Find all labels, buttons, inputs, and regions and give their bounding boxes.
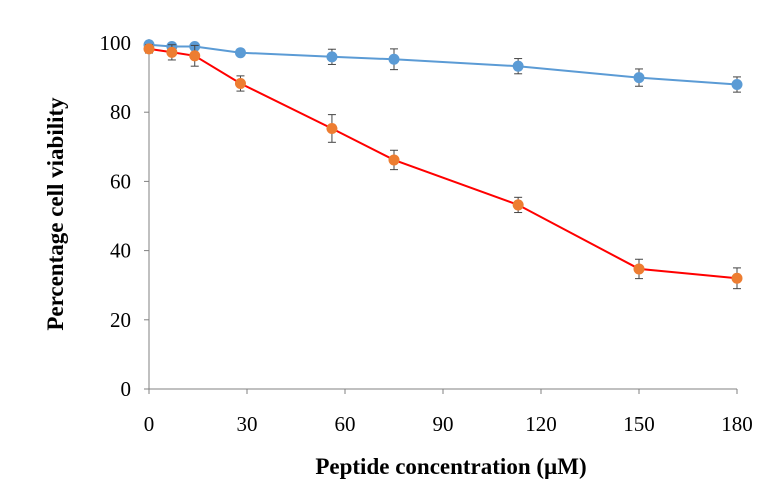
data-point (326, 51, 338, 63)
y-tick-label: 60 (110, 169, 131, 193)
data-point (731, 79, 743, 91)
data-point (633, 263, 645, 275)
data-point (234, 77, 246, 89)
y-tick-label: 20 (110, 308, 131, 332)
data-point (633, 72, 645, 84)
x-tick-label: 0 (144, 412, 155, 436)
x-tick-label: 180 (721, 412, 753, 436)
series-2 (143, 43, 743, 290)
x-tick-label: 60 (335, 412, 356, 436)
y-tick-label: 0 (121, 377, 132, 401)
data-point (189, 50, 201, 62)
x-tick-label: 30 (237, 412, 258, 436)
data-point (512, 199, 524, 211)
data-point (326, 122, 338, 134)
y-axis-title: Percentage cell viability (43, 97, 68, 331)
x-tick-label: 90 (433, 412, 454, 436)
data-point (731, 272, 743, 284)
y-tick-label: 40 (110, 239, 131, 263)
data-point (388, 53, 400, 65)
data-point (166, 46, 178, 58)
x-tick-label: 120 (525, 412, 557, 436)
ticks: 0 20 40 60 80 100 0 30 60 90 120 150 180 (100, 31, 753, 436)
series-group (143, 39, 743, 290)
data-point (388, 154, 400, 166)
series-1 (143, 39, 743, 93)
data-point (234, 47, 246, 59)
y-tick-label: 80 (110, 100, 131, 124)
y-tick-label: 100 (100, 31, 132, 55)
data-point (143, 43, 155, 55)
x-tick-label: 150 (623, 412, 655, 436)
data-point (512, 60, 524, 72)
x-axis-title: Peptide concentration (µM) (315, 454, 586, 479)
